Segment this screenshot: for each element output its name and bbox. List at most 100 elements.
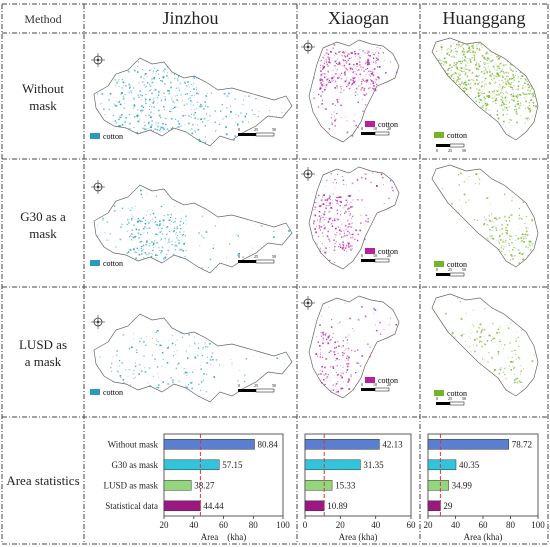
cotton-pixel xyxy=(201,235,203,237)
cotton-pixel xyxy=(525,86,527,88)
cotton-pixel xyxy=(344,56,347,58)
cotton-pixel xyxy=(372,52,374,53)
cotton-pixel xyxy=(526,80,528,83)
cotton-pixel xyxy=(463,51,466,53)
cotton-pixel xyxy=(357,94,359,95)
cotton-pixel xyxy=(476,96,478,97)
cotton-pixel xyxy=(473,219,476,221)
cotton-pixel xyxy=(161,233,163,235)
cotton-pixel xyxy=(463,90,466,93)
cotton-pixel xyxy=(475,45,477,47)
cotton-pixel xyxy=(485,84,487,86)
cotton-pixel xyxy=(127,219,129,221)
cotton-pixel xyxy=(439,58,440,60)
cotton-pixel xyxy=(472,309,474,311)
cotton-pixel xyxy=(134,246,136,248)
cotton-pixel xyxy=(361,305,363,308)
cotton-pixel xyxy=(164,96,166,98)
cotton-pixel xyxy=(497,328,500,330)
cotton-pixel xyxy=(129,209,132,212)
cotton-pixel xyxy=(509,250,510,252)
cotton-pixel xyxy=(324,85,325,86)
cotton-pixel xyxy=(383,329,385,330)
cotton-pixel xyxy=(200,368,202,370)
cotton-pixel xyxy=(158,109,160,112)
cotton-pixel xyxy=(341,372,343,374)
cotton-pixel xyxy=(187,384,189,386)
cotton-pixel xyxy=(513,367,515,369)
cotton-pixel xyxy=(160,238,162,240)
cotton-pixel xyxy=(515,110,518,113)
legend-swatch-cotton xyxy=(90,133,100,139)
cotton-pixel xyxy=(503,72,506,74)
cotton-pixel xyxy=(246,113,248,115)
cotton-pixel xyxy=(501,245,503,247)
cotton-pixel xyxy=(519,94,520,95)
cotton-pixel xyxy=(347,347,350,350)
cotton-pixel xyxy=(348,57,351,60)
cotton-pixel xyxy=(166,226,169,228)
cotton-pixel xyxy=(340,201,342,203)
cotton-pixel xyxy=(139,369,140,371)
cotton-pixel xyxy=(148,83,150,85)
cotton-pixel xyxy=(328,57,330,58)
cotton-pixel xyxy=(212,139,214,141)
cotton-pixel xyxy=(326,338,328,341)
cotton-pixel xyxy=(449,64,451,67)
cotton-pixel xyxy=(135,252,137,254)
cotton-pixel xyxy=(494,63,496,65)
cotton-pixel xyxy=(211,352,214,354)
cotton-pixel xyxy=(512,88,513,90)
cotton-pixel xyxy=(459,86,461,88)
cotton-pixel xyxy=(128,222,130,224)
scale-bar: 0 10 20 xyxy=(361,253,391,263)
cotton-pixel xyxy=(319,204,320,206)
cotton-pixel xyxy=(468,199,470,201)
cotton-pixel xyxy=(492,80,494,81)
cotton-pixel xyxy=(473,59,476,61)
cotton-pixel xyxy=(320,349,321,350)
cotton-pixel xyxy=(520,373,521,375)
cotton-pixel xyxy=(462,333,464,336)
cotton-pixel xyxy=(176,99,178,101)
bar-statistical-data xyxy=(163,500,201,512)
cotton-pixel xyxy=(361,78,364,81)
cotton-pixel xyxy=(322,250,324,252)
cotton-pixel xyxy=(325,334,327,336)
cotton-pixel xyxy=(523,241,525,243)
cotton-pixel xyxy=(164,72,165,73)
cotton-pixel xyxy=(242,104,244,105)
cotton-pixel xyxy=(319,356,321,358)
cotton-pixel xyxy=(446,52,448,54)
cotton-pixel xyxy=(327,235,329,238)
x-tick-label: 60 xyxy=(407,520,417,530)
cotton-pixel xyxy=(509,245,510,246)
cotton-pixel xyxy=(500,98,503,101)
cotton-pixel xyxy=(225,126,227,128)
cotton-pixel xyxy=(148,109,150,110)
cotton-pixel xyxy=(329,366,332,368)
cotton-pixel xyxy=(176,94,178,97)
cotton-pixel xyxy=(498,217,501,219)
cotton-pixel xyxy=(357,199,359,201)
cotton-pixel xyxy=(176,245,178,247)
cotton-pixel xyxy=(135,257,137,260)
cotton-pixel xyxy=(348,53,350,55)
cotton-pixel xyxy=(330,207,333,209)
cotton-pixel xyxy=(131,229,134,231)
cotton-pixel xyxy=(375,62,377,64)
cotton-pixel xyxy=(490,237,492,239)
cotton-pixel xyxy=(156,366,159,368)
cotton-pixel xyxy=(335,346,338,349)
cotton-pixel xyxy=(226,257,227,259)
cotton-pixel xyxy=(375,78,378,81)
cotton-pixel xyxy=(321,99,323,101)
cotton-pixel xyxy=(357,58,359,60)
cotton-pixel xyxy=(179,90,181,92)
cotton-pixel xyxy=(515,71,517,72)
cotton-pixel xyxy=(347,207,350,210)
cotton-pixel xyxy=(358,85,360,87)
cotton-pixel xyxy=(323,83,325,85)
cotton-pixel xyxy=(501,96,504,99)
scale-bar: 0 25 50 xyxy=(238,127,276,137)
